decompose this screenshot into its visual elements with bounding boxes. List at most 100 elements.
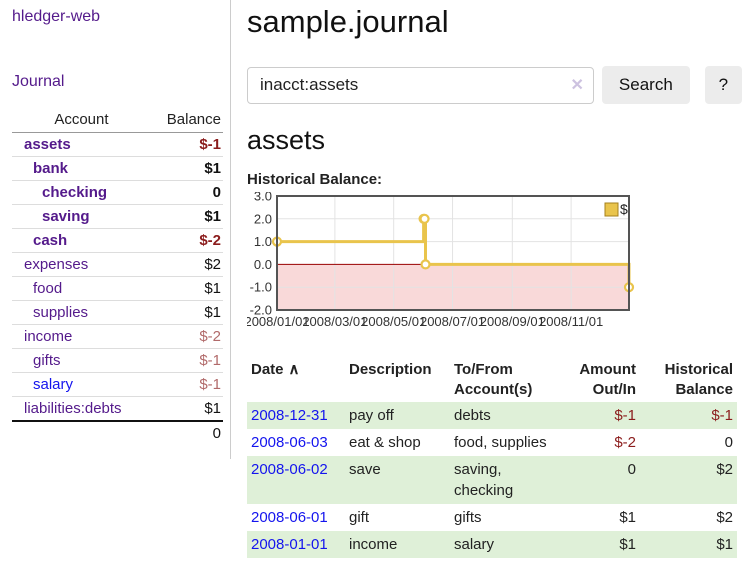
transaction-accounts: saving, checking (454, 461, 514, 499)
transaction-balance: $1 (716, 536, 733, 553)
transaction-description: pay off (349, 407, 394, 424)
transaction-accounts: debts (454, 407, 491, 424)
svg-text:2008/05/01: 2008/05/01 (361, 314, 426, 329)
register-header-date[interactable]: Date ∧ (251, 361, 300, 378)
account-row: saving $1 (12, 204, 223, 229)
page-title: sample.journal (247, 4, 449, 39)
search-bar: ✕ Search ? (247, 66, 742, 104)
accounts-table: Account Balance assets $-1 bank $1 check… (12, 108, 223, 445)
account-link[interactable]: saving (42, 208, 90, 225)
account-link[interactable]: assets (24, 136, 71, 153)
transaction-row: 2008-06-01 gift gifts $1 $2 (247, 504, 737, 531)
account-balance: $-1 (149, 372, 223, 397)
sidebar: hledger-web Journal Account Balance asse… (0, 0, 231, 459)
svg-text:2008/07/01: 2008/07/01 (420, 314, 485, 329)
transaction-amount: $-2 (614, 434, 636, 451)
app-brand[interactable]: hledger-web (12, 8, 101, 25)
transaction-amount: 0 (627, 461, 636, 478)
transaction-accounts: gifts (454, 509, 482, 526)
chart-title: Historical Balance: (247, 171, 383, 188)
svg-text:-1.0: -1.0 (250, 280, 272, 295)
transaction-date-link[interactable]: 2008-01-01 (251, 536, 328, 553)
account-balance: $1 (149, 204, 223, 229)
transaction-balance: $2 (716, 461, 733, 478)
register-header-row: Date ∧ Description To/From Account(s) Amo… (247, 358, 737, 402)
accounts-header-balance: Balance (149, 108, 223, 133)
account-row: checking 0 (12, 180, 223, 205)
historical-balance-chart: 3.0 2.0 1.0 0.0 -1.0 -2.02008/01/012008/03/01… (244, 189, 635, 329)
account-link[interactable]: supplies (33, 304, 89, 321)
transaction-description: save (349, 461, 381, 478)
account-link[interactable]: expenses (24, 256, 89, 273)
register-header-accounts: To/From Account(s) (454, 361, 533, 398)
account-row: cash $-2 (12, 228, 223, 253)
register-header-description: Description (349, 361, 432, 378)
transaction-amount: $1 (619, 536, 636, 553)
account-link[interactable]: cash (33, 232, 68, 249)
register-header-balance: Historical Balance (664, 361, 733, 398)
accounts-total-row: 0 (12, 420, 223, 445)
account-balance: $-2 (149, 228, 223, 253)
accounts-header-row: Account Balance (12, 108, 223, 133)
nav-journal-link[interactable]: Journal (12, 73, 65, 90)
transaction-amount: $1 (619, 509, 636, 526)
account-row: bank $1 (12, 156, 223, 181)
account-balance: $1 (149, 300, 223, 325)
transaction-description: eat & shop (349, 434, 421, 451)
account-link[interactable]: checking (42, 184, 108, 201)
account-balance: $-1 (149, 132, 223, 157)
sidebar-nav: Journal (12, 73, 222, 91)
account-row: gifts $-1 (12, 348, 223, 373)
account-link[interactable]: gifts (33, 352, 61, 369)
account-link[interactable]: food (33, 280, 63, 297)
account-balance: $1 (149, 156, 223, 181)
main-content: sample.journal ✕ Search ? assets Histori… (244, 0, 742, 558)
search-button[interactable]: Search (601, 66, 690, 104)
account-heading: assets (247, 125, 326, 155)
sort-ascending-icon: ∧ (288, 361, 300, 378)
transaction-description: income (349, 536, 398, 553)
account-row: salary $-1 (12, 372, 223, 397)
account-link[interactable]: income (24, 328, 73, 345)
transaction-row: 2008-12-31 pay off debts $-1 $-1 (247, 402, 737, 429)
account-link[interactable]: salary (33, 376, 74, 393)
transaction-date-link[interactable]: 2008-06-02 (251, 461, 328, 478)
account-balance: $-2 (149, 324, 223, 349)
transaction-date-link[interactable]: 2008-06-01 (251, 509, 328, 526)
clear-search-icon[interactable]: ✕ (570, 76, 584, 94)
account-row: food $1 (12, 276, 223, 301)
svg-text:2.0: 2.0 (254, 211, 272, 226)
transaction-date-link[interactable]: 2008-06-03 (251, 434, 328, 451)
register-header-amount: Amount Out/In (579, 361, 636, 398)
account-balance: $1 (149, 276, 223, 301)
svg-text:2008/11/01: 2008/11/01 (539, 314, 603, 329)
svg-text:$: $ (620, 201, 628, 217)
transaction-row: 2008-01-01 income salary $1 $1 (247, 531, 737, 558)
transaction-accounts: salary (454, 536, 495, 553)
search-input[interactable] (247, 66, 594, 104)
account-balance: $-1 (149, 348, 223, 373)
transaction-amount: $-1 (614, 407, 636, 424)
svg-text:-2.0: -2.0 (250, 303, 272, 318)
account-link[interactable]: bank (33, 160, 69, 177)
svg-text:2008/03/01: 2008/03/01 (302, 314, 367, 329)
account-balance: $2 (149, 252, 223, 277)
transaction-row: 2008-06-02 save saving, checking 0 $2 (247, 456, 737, 504)
account-balance: $1 (149, 396, 223, 422)
transaction-date-link[interactable]: 2008-12-31 (251, 407, 328, 424)
svg-text:2008/01/01: 2008/01/01 (247, 314, 310, 329)
search-field-wrap: ✕ (247, 66, 594, 104)
account-row: expenses $2 (12, 252, 223, 277)
svg-text:1.0: 1.0 (254, 234, 272, 249)
transaction-balance: $2 (716, 509, 733, 526)
transaction-balance: $-1 (711, 407, 733, 424)
account-link[interactable]: liabilities:debts (24, 400, 122, 417)
svg-text:2008/09/01: 2008/09/01 (480, 314, 545, 329)
transaction-accounts: food, supplies (454, 434, 547, 451)
transaction-description: gift (349, 509, 370, 526)
account-row: income $-2 (12, 324, 223, 349)
svg-text:3.0: 3.0 (254, 192, 272, 204)
help-button[interactable]: ? (704, 66, 742, 104)
accounts-total-value: 0 (149, 420, 223, 445)
account-balance: 0 (149, 180, 223, 205)
